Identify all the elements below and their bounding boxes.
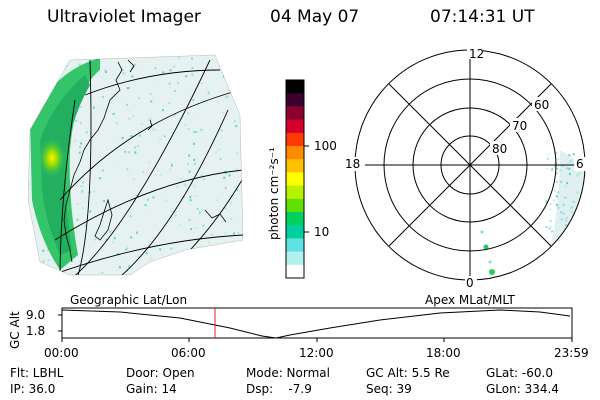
colorbar-cell <box>286 159 304 173</box>
colorbar-cell <box>286 93 304 107</box>
timeline-left-label: Geographic Lat/Lon <box>70 293 188 307</box>
info-mode: Mode: Normal <box>246 366 330 380</box>
colorbar-cell <box>286 172 304 187</box>
timeline-right-label: Apex MLat/MLT <box>425 293 515 307</box>
colorbar-cell <box>286 212 304 226</box>
colorbar <box>285 79 309 279</box>
mlt-label-18: 18 <box>345 157 361 171</box>
colorbar-cell <box>286 251 304 266</box>
timeline-x-tick-1800: 18:00 <box>426 346 461 360</box>
timeline-x-tick-2359: 23:59 <box>554 346 589 360</box>
colorbar-cell <box>286 185 304 200</box>
lat-lon-grid <box>51 59 243 275</box>
colorbar-cell <box>286 146 304 160</box>
lat-label-60: 60 <box>534 98 550 112</box>
colorbar-tick-label-10: 10 <box>314 225 330 239</box>
info-dsp: Dsp: -7.9 <box>246 382 312 396</box>
date-label: 04 May 07 <box>270 7 360 27</box>
colorbar-cell <box>286 132 304 147</box>
altitude-timeline <box>58 307 573 342</box>
colorbar-cell <box>286 106 304 121</box>
info-gc-alt: GC Alt: 5.5 Re <box>366 366 450 380</box>
info-glat: GLat: -60.0 <box>486 366 553 380</box>
colorbar-cell <box>286 238 304 253</box>
lat-label-80: 80 <box>492 142 508 156</box>
instrument-title: Ultraviolet Imager <box>47 7 201 27</box>
coastlines <box>63 59 227 263</box>
colorbar-unit-label: photon cm⁻²s⁻¹ <box>267 147 281 240</box>
altitude-curve <box>61 309 571 339</box>
colorbar-cell <box>286 225 304 239</box>
colorbar-cell <box>286 80 304 94</box>
colorbar-cell <box>286 198 304 213</box>
info-ip: IP: 36.0 <box>10 382 56 396</box>
info-filter: Flt: LBHL <box>10 366 64 380</box>
time-label: 07:14:31 UT <box>430 7 535 27</box>
info-seq: Seq: 39 <box>366 382 412 396</box>
mlt-label-12: 12 <box>469 47 485 61</box>
colorbar-cell <box>286 264 304 279</box>
timeline-x-tick-1200: 12:00 <box>299 346 334 360</box>
mlt-label-0: 0 <box>466 276 474 290</box>
lat-label-70: 70 <box>512 119 528 133</box>
timeline-axis-title: GC Alt <box>8 311 22 349</box>
info-door: Door: Open <box>126 366 195 380</box>
geographic-image <box>28 55 243 275</box>
timeline-y-tick-low: 1.8 <box>26 324 46 338</box>
colorbar-tick-label-100: 100 <box>314 139 337 153</box>
info-gain: Gain: 14 <box>126 382 177 396</box>
polar-plot <box>343 46 588 288</box>
info-glon: GLon: 334.4 <box>486 382 559 396</box>
timeline-y-tick-high: 9.0 <box>26 308 46 322</box>
colorbar-cell <box>286 119 304 134</box>
timeline-x-tick-0600: 06:00 <box>171 346 206 360</box>
mlt-label-6: 6 <box>576 157 584 171</box>
timeline-x-tick-0000: 00:00 <box>44 346 79 360</box>
